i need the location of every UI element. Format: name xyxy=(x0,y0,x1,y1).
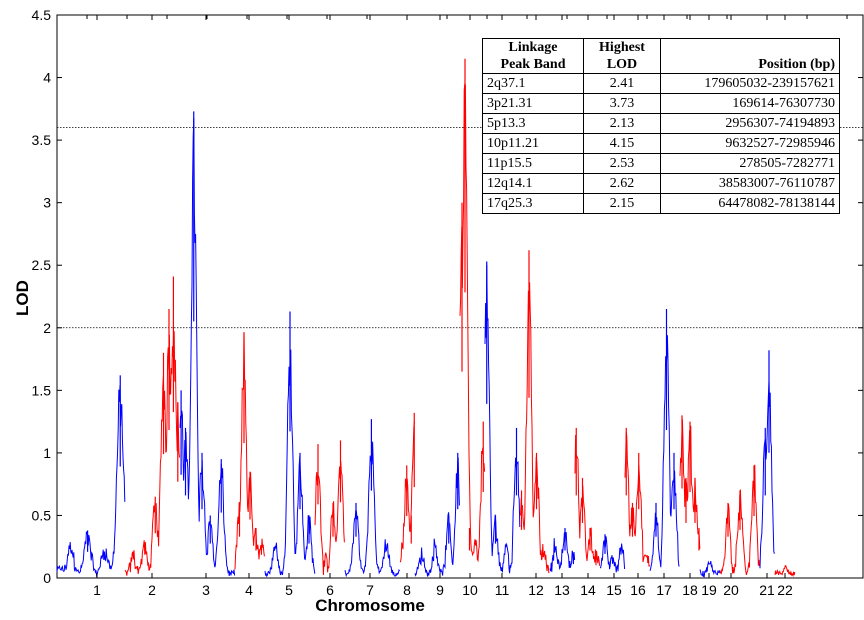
table-row: 2q37.1 2.41 179605032-239157621 xyxy=(482,73,840,94)
header-highest-lod: Highest LOD xyxy=(583,38,661,74)
x-tick-label: 10 xyxy=(462,582,478,598)
cell-lod: 2.13 xyxy=(583,113,661,134)
lod-curve-chr9 xyxy=(414,457,460,577)
lod-curve-chr14 xyxy=(574,434,601,566)
lod-curve-chr16 xyxy=(624,431,651,567)
y-tick-label: 3 xyxy=(43,195,51,211)
table-row: 12q14.1 2.62 38583007-76110787 xyxy=(482,173,840,194)
lod-curve-chr21 xyxy=(759,380,775,569)
x-tick-label: 2 xyxy=(148,582,156,598)
lod-curve-chr6 xyxy=(314,461,345,576)
cell-lod: 3.73 xyxy=(583,93,661,114)
lod-curve-chr10 xyxy=(459,83,486,563)
y-tick-label: 0.5 xyxy=(32,507,52,523)
x-axis-title: Chromosome xyxy=(315,596,425,615)
y-tick-label: 1 xyxy=(43,445,51,461)
y-tick-label: 1.5 xyxy=(32,382,52,398)
cell-band: 17q25.3 xyxy=(482,193,584,214)
cell-position: 38583007-76110787 xyxy=(660,173,840,194)
x-tick-label: 19 xyxy=(701,582,717,598)
x-tick-label: 5 xyxy=(285,582,293,598)
table-header-row: Linkage Peak Band Highest LOD Position (bp… xyxy=(482,38,840,74)
x-tick-label: 12 xyxy=(528,582,544,598)
cell-band: 10p11.21 xyxy=(482,133,584,154)
y-axis-title: LOD xyxy=(13,280,32,316)
cell-lod: 2.62 xyxy=(583,173,661,194)
x-tick-label: 3 xyxy=(202,582,210,598)
x-tick-label: 18 xyxy=(682,582,698,598)
lod-curve-chr12 xyxy=(519,282,550,574)
table-row: 11p15.5 2.53 278505-7282771 xyxy=(482,153,840,174)
cell-band: 2q37.1 xyxy=(482,73,584,94)
cell-lod: 2.53 xyxy=(583,153,661,174)
x-tick-label: 16 xyxy=(630,582,646,598)
x-tick-label: 11 xyxy=(495,582,510,598)
x-tick-label: 6 xyxy=(326,582,334,598)
header-peak-band: Linkage Peak Band xyxy=(482,38,584,74)
cell-position: 9632527-72985946 xyxy=(660,133,840,154)
cell-position: 2956307-74194893 xyxy=(660,113,840,134)
lod-curve-chr2 xyxy=(124,330,181,576)
cell-lod: 4.15 xyxy=(583,133,661,154)
lod-curve-chr15 xyxy=(599,536,626,573)
cell-band: 5p13.3 xyxy=(482,113,584,134)
lod-curve-chr22 xyxy=(774,565,796,578)
y-tick-label: 4 xyxy=(43,70,51,86)
cell-position: 169614-76307730 xyxy=(660,93,840,114)
table-row: 3p21.31 3.73 169614-76307730 xyxy=(482,93,840,114)
table-row: 10p11.21 4.15 9632527-72985946 xyxy=(482,133,840,154)
x-tick-label: 1 xyxy=(93,582,101,598)
y-tick-label: 2 xyxy=(43,320,51,336)
lod-curve-chr3 xyxy=(179,117,236,576)
table-row: 5p13.3 2.13 2956307-74194893 xyxy=(482,113,840,134)
x-tick-label: 20 xyxy=(723,582,739,598)
x-tick-label: 9 xyxy=(436,582,444,598)
x-tick-label: 14 xyxy=(580,582,596,598)
linkage-peak-table: Linkage Peak Band Highest LOD Position (bp… xyxy=(482,38,840,214)
cell-position: 179605032-239157621 xyxy=(660,73,840,94)
cell-position: 278505-7282771 xyxy=(660,153,840,174)
cell-band: 11p15.5 xyxy=(482,153,584,174)
y-tick-label: 0 xyxy=(43,570,51,586)
x-tick-label: 7 xyxy=(366,582,374,598)
lod-curve-chr1 xyxy=(56,385,126,578)
cell-band: 3p21.31 xyxy=(482,93,584,114)
x-tick-label: 8 xyxy=(403,582,411,598)
x-tick-label: 17 xyxy=(656,582,672,598)
header-position: Position (bp) xyxy=(660,38,840,74)
lod-curve-chr13 xyxy=(549,531,576,572)
cell-lod: 2.41 xyxy=(583,73,661,94)
x-tick-label: 15 xyxy=(606,582,622,598)
lod-curve-chr19 xyxy=(699,560,721,578)
cell-band: 12q14.1 xyxy=(482,173,584,194)
lod-curve-chr7 xyxy=(344,441,401,578)
x-tick-label: 22 xyxy=(777,582,793,598)
cell-position: 64478082-78138144 xyxy=(660,193,840,214)
x-tick-label: 4 xyxy=(245,582,253,598)
y-tick-label: 3.5 xyxy=(32,132,52,148)
x-tick-label: 21 xyxy=(759,582,775,598)
y-tick-label: 2.5 xyxy=(32,257,52,273)
table-row: 17q25.3 2.15 64478082-78138144 xyxy=(482,193,840,214)
lod-curve-chr11 xyxy=(484,265,521,574)
x-tick-label: 13 xyxy=(554,582,570,598)
cell-lod: 2.15 xyxy=(583,193,661,214)
y-tick-label: 4.5 xyxy=(32,7,52,23)
